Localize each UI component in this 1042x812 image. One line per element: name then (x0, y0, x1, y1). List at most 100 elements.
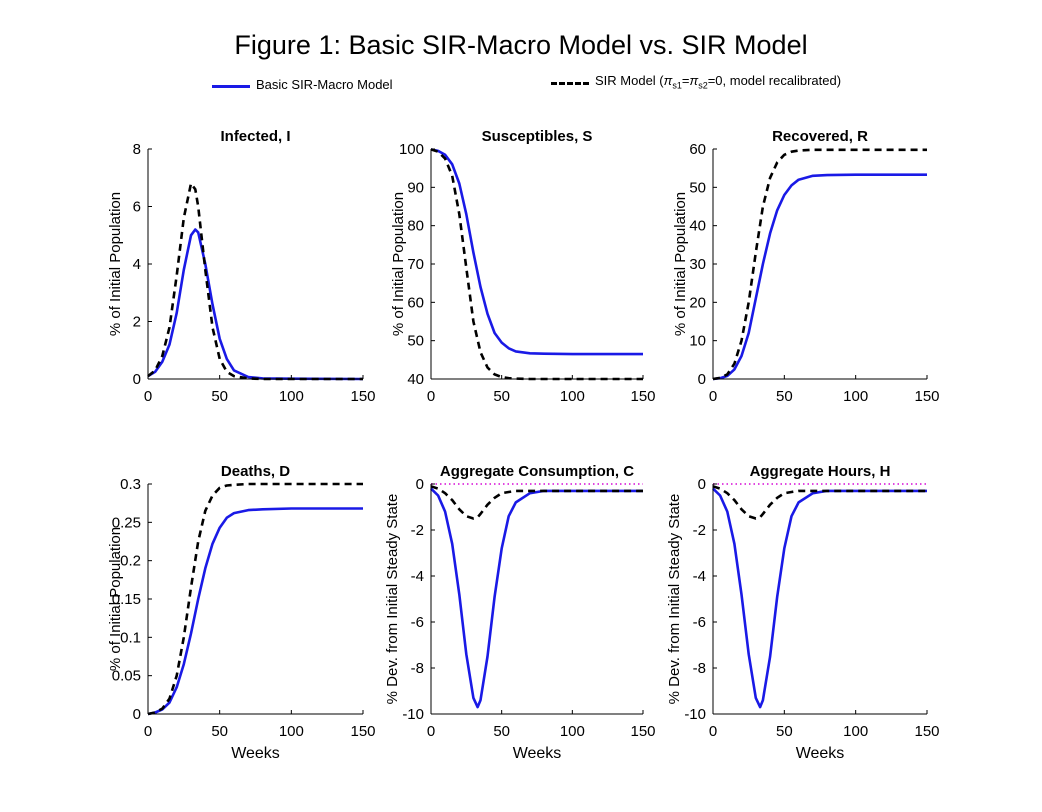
x-tick-label: 150 (350, 388, 375, 405)
y-tick-label: -2 (411, 522, 424, 539)
y-axis-label: % of Initial Population (390, 192, 407, 336)
y-tick-label: -8 (693, 660, 706, 677)
y-tick-label: 0 (133, 371, 141, 388)
y-tick-label: 0 (416, 476, 424, 493)
panel-title: Susceptibles, S (482, 128, 593, 145)
panel-title: Infected, I (220, 128, 290, 145)
y-tick-label: 6 (133, 199, 141, 216)
y-tick-label: 0.3 (120, 476, 141, 493)
x-tick-label: 50 (211, 723, 228, 740)
series-line-2 (147, 182, 363, 381)
y-tick-label: 80 (407, 218, 424, 235)
figure-title: Figure 1: Basic SIR-Macro Model vs. SIR … (234, 30, 808, 60)
legend-label-sir-macro: Basic SIR-Macro Model (256, 77, 393, 92)
y-tick-label: 4 (133, 256, 141, 273)
y-tick-label: 100 (399, 141, 424, 158)
legend-line-sir (551, 82, 589, 85)
panel-title: Aggregate Hours, H (750, 463, 891, 480)
x-axis-label: Weeks (513, 745, 562, 762)
y-tick-label: 0 (698, 371, 706, 388)
y-tick-label: -10 (402, 706, 424, 723)
y-tick-label: -10 (684, 706, 706, 723)
y-tick-label: 0 (133, 706, 141, 723)
legend-line-sir-macro (212, 85, 250, 88)
series-line-1 (712, 173, 927, 381)
series-line-2 (147, 482, 363, 716)
y-tick-label: 0 (698, 476, 706, 493)
x-tick-label: 0 (144, 723, 152, 740)
x-tick-label: 0 (709, 723, 717, 740)
x-tick-label: 100 (279, 723, 304, 740)
x-axis-label: Weeks (796, 745, 845, 762)
x-tick-label: 50 (776, 388, 793, 405)
y-tick-label: 60 (407, 294, 424, 311)
series-line-2 (712, 148, 927, 381)
y-tick-label: 0.05 (112, 668, 141, 685)
y-tick-label: 50 (407, 333, 424, 350)
y-tick-label: -4 (693, 568, 706, 585)
y-tick-label: 40 (689, 218, 706, 235)
x-tick-label: 50 (776, 723, 793, 740)
y-tick-label: 10 (689, 333, 706, 350)
series-line-1 (430, 487, 643, 709)
series-line-1 (430, 148, 643, 356)
y-tick-label: 2 (133, 314, 141, 331)
x-tick-label: 0 (709, 388, 717, 405)
x-tick-label: 0 (427, 723, 435, 740)
x-tick-label: 100 (560, 723, 585, 740)
y-axis-label: % of Initial Population (672, 192, 689, 336)
series-line-1 (712, 487, 927, 709)
x-tick-label: 50 (493, 388, 510, 405)
legend-label-sir: SIR Model (πs1=πs2=0, model recalibrated… (595, 73, 842, 91)
x-tick-label: 50 (493, 723, 510, 740)
y-tick-label: -6 (411, 614, 424, 631)
x-tick-label: 150 (914, 723, 939, 740)
x-tick-label: 100 (560, 388, 585, 405)
y-axis-label: % Dev. from Initial Steady State (384, 494, 401, 705)
x-tick-label: 100 (279, 388, 304, 405)
y-tick-label: 20 (689, 294, 706, 311)
y-tick-label: 0.1 (120, 629, 141, 646)
x-tick-label: 100 (843, 388, 868, 405)
y-tick-label: 8 (133, 141, 141, 158)
series-line-1 (147, 228, 364, 381)
panel-2: 0 50 100 150 40 50 60 70 80 90 100 Susceptibles, S%… (390, 128, 656, 405)
y-tick-label: 30 (689, 256, 706, 273)
x-tick-label: 150 (630, 388, 655, 405)
x-tick-label: 0 (427, 388, 435, 405)
series-line-2 (712, 485, 927, 520)
x-axis-label: Weeks (231, 745, 280, 762)
legend: Basic SIR-Macro Model SIR Model (πs1=πs2… (0, 0, 1042, 110)
y-tick-label: 70 (407, 256, 424, 273)
panel-5: 0 50 100 150 -10 -8 -6 -4 -2 0 Aggregate Consumpti… (384, 463, 656, 762)
x-tick-label: 150 (350, 723, 375, 740)
y-axis-label: % of Initial Population (107, 192, 124, 336)
panel-3: 0 50 100 150 0 10 20 30 40 50 60 Recovered, R % of I… (672, 128, 940, 405)
panel-6: 0 50 100 150 -10 -8 -6 -4 -2 0 Aggregate Hours, H%… (666, 463, 940, 762)
y-tick-label: 50 (689, 179, 706, 196)
y-axis-label: % Dev. from Initial Steady State (666, 494, 683, 705)
y-tick-label: -2 (693, 522, 706, 539)
x-tick-label: 150 (914, 388, 939, 405)
y-tick-label: 60 (689, 141, 706, 158)
y-tick-label: -6 (693, 614, 706, 631)
panel-title: Recovered, R (772, 128, 868, 145)
series-line-1 (147, 507, 363, 716)
y-tick-label: 0.25 (112, 514, 141, 531)
series-line-2 (430, 148, 643, 381)
panel-1: 0 50 100 150 0 2 4 6 8 Infected, I % of Initial Po… (107, 128, 376, 405)
x-tick-label: 100 (843, 723, 868, 740)
y-tick-label: 0.2 (120, 553, 141, 570)
y-tick-label: 90 (407, 179, 424, 196)
y-axis-label: % of Initial Population (107, 527, 124, 671)
x-tick-label: 0 (144, 388, 152, 405)
x-tick-label: 150 (630, 723, 655, 740)
panel-4: 0 50 100 150 0 0.05 0.1 0.15 0.2 0.25 0.3 Deaths, D… (107, 463, 376, 762)
y-tick-label: 40 (407, 371, 424, 388)
panel-title: Aggregate Consumption, C (440, 463, 634, 480)
y-tick-label: 0.15 (112, 591, 141, 608)
y-tick-label: -8 (411, 660, 424, 677)
y-tick-label: -4 (411, 568, 424, 585)
panel-title: Deaths, D (221, 463, 290, 480)
